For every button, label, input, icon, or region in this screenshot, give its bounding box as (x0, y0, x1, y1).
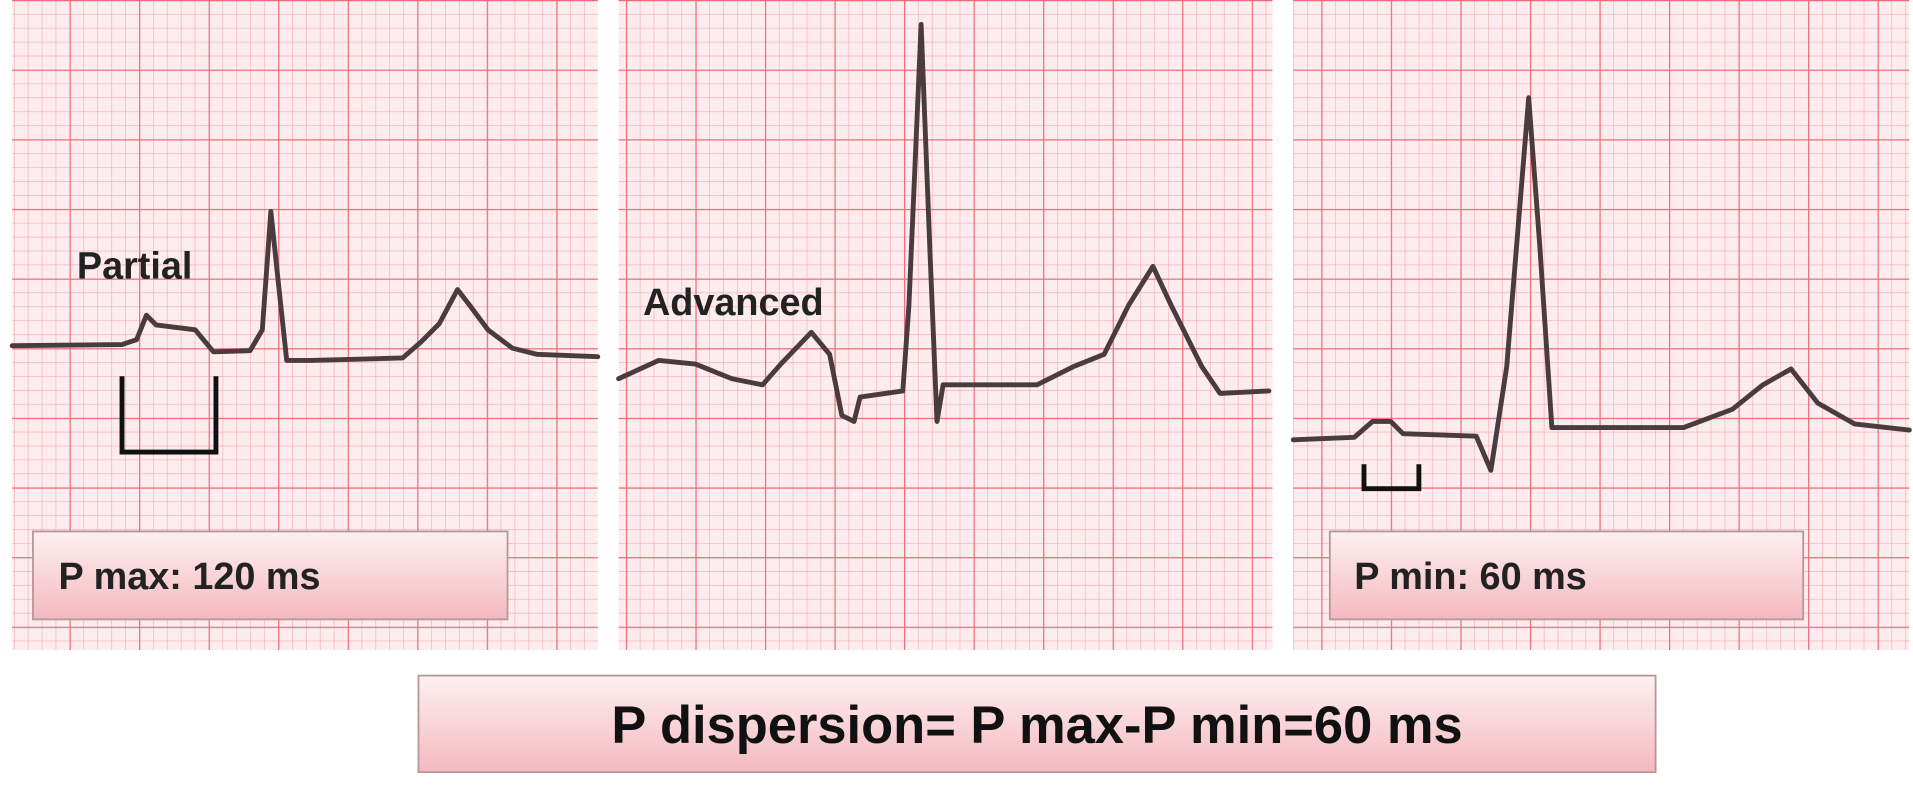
ecg-grid (618, 0, 1273, 650)
panel-2: Advanced (616, 0, 1273, 650)
measure-box (1328, 530, 1805, 621)
panel-3: P min: 60 ms (1290, 0, 1912, 650)
ecg-trace (1290, 95, 1912, 473)
panel-1: Partial P max: 120 ms (9, 0, 601, 650)
lead-label: Partial (77, 246, 193, 288)
lead-label: Advanced (643, 282, 824, 324)
formula: P dispersion= P max-P min=60 ms (417, 674, 1657, 774)
ecg-trace (616, 21, 1272, 424)
ecg-trace (9, 208, 601, 363)
measure-text: P max: 120 ms (59, 556, 321, 598)
formula-text: P dispersion= P max-P min=60 ms (611, 696, 1462, 755)
measure-text: P min: 60 ms (1354, 556, 1587, 598)
p-wave-bracket (1361, 464, 1422, 492)
measure-box (32, 530, 509, 621)
p-wave-bracket (119, 376, 219, 455)
formula-box (417, 674, 1657, 774)
